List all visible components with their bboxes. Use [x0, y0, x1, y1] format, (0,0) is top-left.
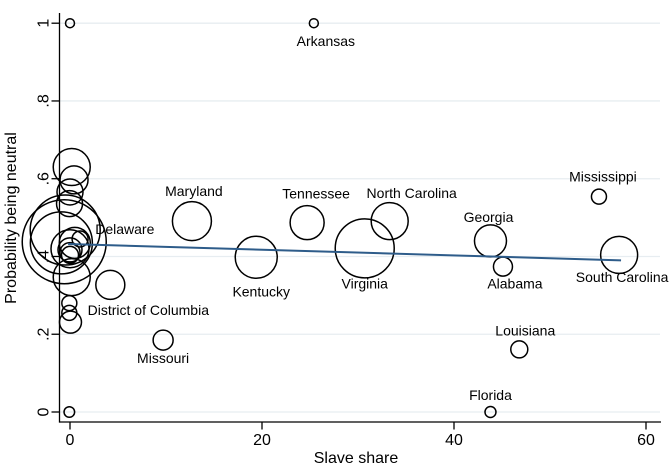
data-point-louisiana: [510, 340, 529, 359]
data-point-unlabeled: [50, 228, 90, 269]
point-label-virginia: Virginia: [342, 275, 389, 291]
data-point-missouri: [152, 329, 174, 351]
point-label-delaware: Delaware: [95, 221, 154, 237]
x-tick-label: 20: [253, 432, 271, 449]
point-label-north-carolina: North Carolina: [367, 185, 457, 201]
data-point-unlabeled: [63, 405, 76, 419]
point-label-louisiana: Louisiana: [495, 322, 555, 338]
data-point-maryland: [171, 200, 213, 242]
x-tick-label: 40: [445, 432, 463, 449]
data-point-unlabeled: [21, 198, 107, 285]
y-tick-label: .6: [36, 172, 53, 185]
data-point-unlabeled: [58, 310, 83, 334]
data-point-unlabeled: [71, 230, 89, 248]
grid-layer: [60, 22, 660, 413]
data-point-unlabeled: [59, 165, 89, 195]
point-label-maryland: Maryland: [165, 183, 223, 199]
data-point-virginia: [334, 218, 395, 279]
y-axis-title: Probability being neutral: [3, 132, 20, 304]
data-point-arkansas: [308, 17, 320, 29]
marker-layer: [21, 17, 639, 419]
y-tick-label: 0: [36, 407, 53, 416]
data-point-mississippi: [590, 188, 608, 205]
y-tick-label: .2: [36, 327, 53, 340]
data-point-north-carolina: [370, 201, 409, 241]
point-label-kentucky: Kentucky: [232, 283, 290, 299]
point-label-layer: Arkansas Mississippi Maryland Tennessee Nort…: [88, 33, 669, 403]
data-point-florida: [484, 405, 497, 419]
data-point-south-carolina: [599, 235, 639, 275]
data-point-alabama: [492, 256, 514, 277]
x-tick-label: 0: [66, 432, 75, 449]
data-point-unlabeled: [60, 245, 80, 265]
y-tick-label: .8: [36, 94, 53, 107]
data-point-tennessee: [289, 204, 325, 241]
data-point-unlabeled: [56, 178, 84, 206]
fit-line: [68, 243, 622, 262]
data-point-unlabeled: [29, 194, 101, 266]
point-label-alabama: Alabama: [487, 276, 542, 292]
data-point-unlabeled: [59, 241, 81, 264]
point-label-district-of-columbia: District of Columbia: [88, 302, 210, 318]
point-label-georgia: Georgia: [464, 209, 514, 225]
point-label-florida: Florida: [469, 387, 512, 403]
x-tick-label: 60: [637, 432, 655, 449]
data-point-unlabeled: [29, 211, 94, 275]
point-label-mississippi: Mississippi: [569, 169, 637, 185]
x-axis-title: Slave share: [314, 450, 399, 467]
point-label-arkansas: Arkansas: [297, 33, 355, 49]
point-label-missouri: Missouri: [137, 350, 189, 366]
data-point-unlabeled: [52, 147, 91, 187]
data-point-unlabeled: [64, 17, 76, 29]
data-point-district-of-columbia: [95, 269, 126, 301]
fit-line-layer: [68, 243, 622, 262]
point-label-tennessee: Tennessee: [282, 186, 350, 202]
y-tick-label: 1: [36, 19, 53, 28]
data-point-kentucky: [234, 235, 278, 280]
point-label-south-carolina: South Carolina: [576, 269, 669, 285]
data-point-georgia: [473, 224, 508, 258]
